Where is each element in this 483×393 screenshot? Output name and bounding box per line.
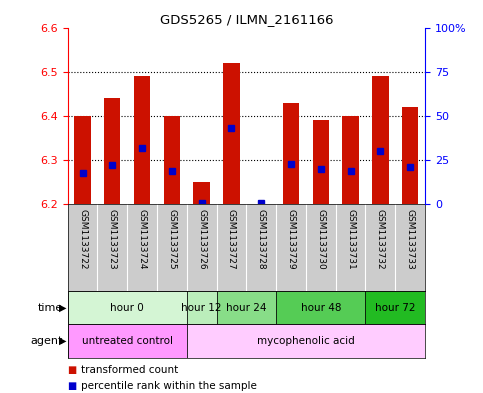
Text: ■: ■ — [68, 381, 77, 391]
Bar — [402, 107, 418, 204]
Text: GSM1133725: GSM1133725 — [168, 209, 176, 269]
Text: GSM1133728: GSM1133728 — [257, 209, 266, 269]
Text: hour 0: hour 0 — [110, 303, 144, 312]
Text: percentile rank within the sample: percentile rank within the sample — [81, 381, 257, 391]
Bar — [187, 324, 425, 358]
Text: GSM1133722: GSM1133722 — [78, 209, 87, 269]
Bar — [313, 120, 329, 204]
Bar — [216, 291, 276, 324]
Text: GSM1133726: GSM1133726 — [197, 209, 206, 269]
Bar — [68, 324, 187, 358]
Text: hour 24: hour 24 — [226, 303, 267, 312]
Bar — [187, 291, 216, 324]
Bar — [104, 98, 120, 204]
Text: GSM1133724: GSM1133724 — [138, 209, 146, 269]
Bar — [134, 76, 150, 204]
Text: mycophenolic acid: mycophenolic acid — [257, 336, 355, 346]
Text: untreated control: untreated control — [82, 336, 173, 346]
Text: GSM1133732: GSM1133732 — [376, 209, 385, 269]
Text: GSM1133723: GSM1133723 — [108, 209, 117, 269]
Bar — [74, 116, 91, 204]
Bar — [342, 116, 359, 204]
Text: hour 72: hour 72 — [375, 303, 415, 312]
Text: ■: ■ — [68, 365, 77, 375]
Text: transformed count: transformed count — [81, 365, 178, 375]
Bar — [366, 291, 425, 324]
Text: GSM1133729: GSM1133729 — [286, 209, 296, 269]
Bar — [283, 103, 299, 204]
Text: GSM1133733: GSM1133733 — [406, 209, 414, 270]
Text: ▶: ▶ — [58, 303, 66, 312]
Text: agent: agent — [30, 336, 63, 346]
Text: hour 12: hour 12 — [182, 303, 222, 312]
Bar — [68, 291, 187, 324]
Bar — [372, 76, 388, 204]
Text: GSM1133727: GSM1133727 — [227, 209, 236, 269]
Title: GDS5265 / ILMN_2161166: GDS5265 / ILMN_2161166 — [159, 13, 333, 26]
Bar — [223, 63, 240, 204]
Text: GSM1133730: GSM1133730 — [316, 209, 325, 270]
Text: hour 48: hour 48 — [300, 303, 341, 312]
Bar — [194, 182, 210, 204]
Text: time: time — [38, 303, 63, 312]
Text: GSM1133731: GSM1133731 — [346, 209, 355, 270]
Bar — [164, 116, 180, 204]
Text: ▶: ▶ — [58, 336, 66, 346]
Bar — [276, 291, 366, 324]
